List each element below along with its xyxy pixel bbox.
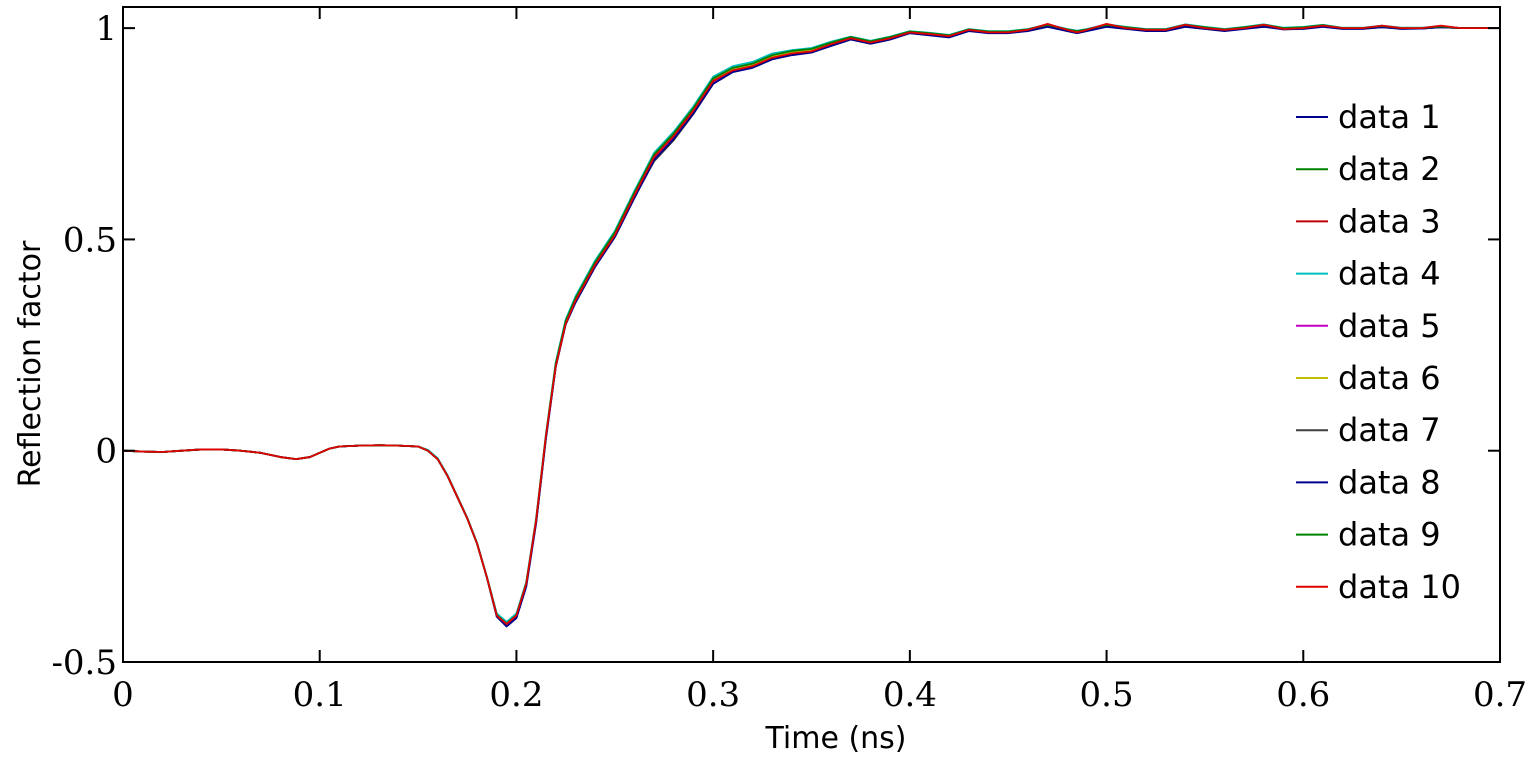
x-tick-label: 0.1 (293, 675, 347, 715)
x-tick-label: 0.4 (883, 675, 937, 715)
x-tick-label: 0.3 (686, 675, 740, 715)
x-tick-label: 0.5 (1080, 675, 1134, 715)
y-tick-label: 1 (95, 9, 117, 49)
x-tick-label: 0 (112, 675, 134, 715)
legend-entry-5: data 5 (1338, 307, 1441, 345)
legend-entry-2: data 2 (1338, 150, 1441, 188)
x-tick-label: 0.2 (489, 675, 543, 715)
legend-entry-1: data 1 (1338, 98, 1441, 136)
y-tick-label: -0.5 (51, 643, 117, 683)
legend-entry-10: data 10 (1338, 568, 1461, 606)
y-tick-label: 0.5 (63, 220, 117, 260)
y-tick-label: 0 (95, 432, 117, 472)
x-axis-label: Time (ns) (764, 721, 906, 756)
legend-entry-7: data 7 (1338, 411, 1441, 449)
legend-entry-4: data 4 (1338, 255, 1441, 293)
legend-entry-6: data 6 (1338, 359, 1441, 397)
x-tick-label: 0.7 (1473, 675, 1527, 715)
legend-entry-8: data 8 (1338, 463, 1441, 501)
legend-entry-3: data 3 (1338, 202, 1441, 240)
y-axis-label: Reflection factor (13, 240, 48, 487)
plot-area-frame (122, 6, 1501, 663)
series-line-10 (122, 22, 1500, 625)
x-tick-label: 0.6 (1276, 675, 1330, 715)
legend-entry-9: data 9 (1338, 516, 1441, 554)
